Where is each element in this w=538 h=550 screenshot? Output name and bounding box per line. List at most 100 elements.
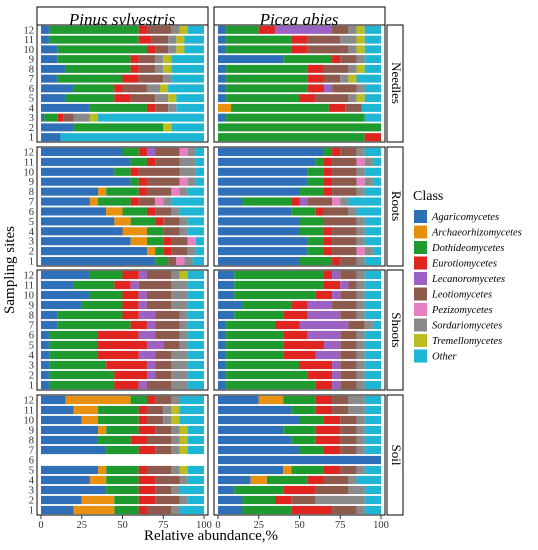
bar-segment — [307, 167, 324, 176]
bar-segment — [130, 320, 147, 330]
bar-segment — [364, 405, 381, 415]
bar-segment — [218, 256, 300, 266]
bar-segment — [364, 84, 381, 93]
bar-segment — [356, 237, 365, 246]
bar-segment — [106, 475, 139, 485]
bar-segment — [138, 330, 156, 340]
bar-segment — [41, 270, 90, 280]
bar-segment — [340, 310, 357, 320]
legend-swatch — [414, 272, 427, 285]
bar-segment — [138, 300, 147, 310]
bar-segment — [138, 465, 147, 475]
panel-roots-picea — [213, 146, 386, 267]
bar-segment — [163, 197, 172, 206]
bar-segment — [44, 113, 58, 122]
bar-segment — [138, 475, 156, 485]
bar-segment — [73, 405, 99, 415]
bar-segment — [356, 94, 365, 103]
bar-segment — [168, 35, 177, 44]
bar-segment — [218, 370, 227, 380]
bar-segment — [130, 395, 147, 405]
bar-segment — [187, 435, 204, 445]
bar-segment — [146, 300, 172, 310]
bar-segment — [340, 360, 357, 370]
bar-segment — [176, 35, 185, 44]
y-tick-label: 11 — [24, 406, 34, 417]
bar-segment — [332, 84, 357, 93]
legend-swatch — [414, 334, 427, 347]
bar-segment — [168, 84, 204, 93]
bar-segment — [49, 370, 115, 380]
bar-segment — [283, 350, 316, 360]
bar-segment — [364, 237, 381, 246]
bar-segment — [332, 380, 341, 390]
bar-segment — [218, 177, 308, 186]
bar-segment — [291, 405, 316, 415]
bar-segment — [364, 133, 381, 142]
bar-segment — [138, 505, 147, 515]
bar-segment — [323, 415, 341, 425]
bar-segment — [218, 310, 235, 320]
bar-segment — [218, 197, 243, 206]
bar-segment — [332, 237, 357, 246]
bar-segment — [364, 157, 373, 166]
bar-segment — [130, 157, 147, 166]
bar-segment — [340, 197, 349, 206]
bar-segment — [41, 55, 58, 64]
bar-segment — [49, 380, 115, 390]
legend-label: Eurotiomycetes — [431, 259, 497, 270]
bar-segment — [283, 55, 333, 64]
bar-segment — [171, 395, 180, 405]
bar-segment — [226, 64, 308, 73]
bar-segment — [168, 45, 177, 54]
bar-segment — [155, 475, 180, 485]
y-tick-label: 5 — [29, 94, 34, 105]
bar-segment — [340, 270, 357, 280]
bar-segment — [146, 187, 172, 196]
bar-segment — [41, 45, 58, 54]
bar-segment — [291, 35, 308, 44]
bar-segment — [226, 380, 316, 390]
bar-segment — [41, 103, 90, 112]
bar-segment — [364, 290, 381, 300]
bar-segment — [171, 55, 204, 64]
bar-segment — [364, 227, 381, 236]
x-tick-label: 100 — [373, 520, 389, 531]
y-tick-label: 9 — [29, 55, 34, 66]
bar-segment — [283, 310, 308, 320]
bar-segment — [155, 64, 164, 73]
bar-segment — [234, 485, 284, 495]
bar-segment — [364, 147, 381, 157]
bar-segment — [179, 445, 188, 455]
bar-segment — [41, 227, 123, 236]
y-tick-label: 12 — [24, 25, 35, 36]
bar-segment — [195, 237, 204, 246]
y-tick-label: 4 — [29, 103, 35, 114]
bar-segment — [163, 237, 172, 246]
bar-segment — [163, 74, 172, 83]
bar-segment — [171, 350, 188, 360]
bar-segment — [323, 340, 341, 350]
bar-segment — [171, 237, 188, 246]
bar-segment — [98, 465, 107, 475]
bar-segment — [218, 157, 316, 166]
bar-segment — [114, 94, 131, 103]
bar-segment — [171, 360, 188, 370]
bar-segment — [323, 84, 333, 93]
bar-segment — [171, 270, 180, 280]
bar-segment — [218, 405, 292, 415]
bar-segment — [98, 113, 204, 122]
bar-segment — [332, 187, 357, 196]
bar-segment — [299, 320, 349, 330]
bar-segment — [176, 45, 185, 54]
legend-swatch — [414, 303, 427, 316]
bar-segment — [299, 94, 316, 103]
bar-segment — [41, 133, 61, 142]
bar-segment — [299, 227, 324, 236]
bar-segment — [151, 35, 169, 44]
bar-segment — [361, 103, 381, 112]
bar-segment — [299, 197, 308, 206]
bar-segment — [315, 207, 324, 216]
bar-segment — [41, 35, 50, 44]
bar-segment — [372, 320, 381, 330]
